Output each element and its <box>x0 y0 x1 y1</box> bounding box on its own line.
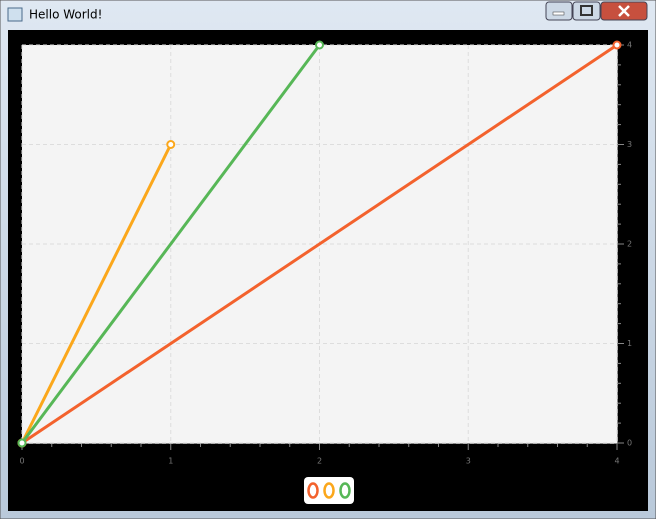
maximize-icon <box>580 5 593 16</box>
point-marker <box>315 40 324 50</box>
y-tick-label: 3 <box>627 140 632 149</box>
y-tick-label: 4 <box>627 41 632 50</box>
series-line <box>20 143 173 444</box>
y-tick-label: 0 <box>627 439 632 448</box>
x-tick-label: 4 <box>614 457 619 466</box>
close-icon <box>618 5 630 17</box>
legend-symbol <box>339 482 351 499</box>
y-tick-label: 2 <box>627 240 632 249</box>
point-marker <box>17 438 27 448</box>
legend <box>304 477 354 504</box>
maximize-button[interactable] <box>572 1 601 21</box>
legend-symbol <box>307 482 319 499</box>
x-tick-label: 2 <box>317 457 322 466</box>
point-marker <box>612 40 622 50</box>
x-tick-label: 1 <box>168 457 173 466</box>
x-tick-label: 0 <box>19 457 24 466</box>
point-marker <box>166 140 176 149</box>
minimize-icon <box>552 11 565 16</box>
window-icon <box>7 7 23 22</box>
x-tick-label: 3 <box>466 457 471 466</box>
window-title: Hello World! <box>29 8 102 22</box>
minimize-button[interactable] <box>545 1 573 21</box>
legend-symbol <box>323 482 335 499</box>
series-line <box>21 43 618 445</box>
series-line <box>20 44 321 444</box>
y-tick-label: 1 <box>627 339 632 348</box>
